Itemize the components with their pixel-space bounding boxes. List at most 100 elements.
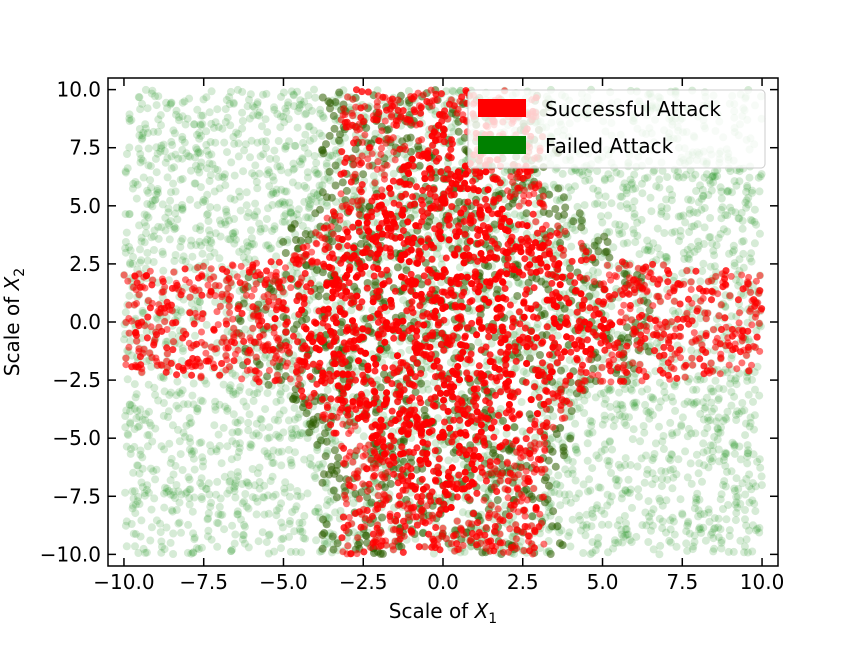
failed-attack-point — [238, 499, 247, 508]
failed-attack-point — [290, 141, 299, 150]
failed-attack-point — [220, 525, 229, 534]
failed-attack-point — [735, 277, 744, 286]
failed-attack-point — [591, 546, 600, 555]
failed-attack-point — [460, 547, 469, 556]
failed-attack-point — [594, 454, 603, 463]
failed-attack-point — [757, 170, 766, 179]
failed-attack-point — [702, 393, 711, 402]
failed-attack-point — [140, 238, 149, 247]
failed-attack-point — [631, 238, 640, 247]
failed-attack-point — [223, 406, 232, 415]
failed-attack-point — [594, 191, 603, 200]
failed-attack-point — [659, 432, 668, 440]
failed-attack-point — [663, 173, 672, 182]
failed-attack-point — [184, 520, 193, 529]
failed-attack-point — [638, 189, 647, 198]
failed-attack-point — [724, 501, 733, 509]
failed-attack-point — [276, 162, 285, 171]
failed-attack-point — [602, 247, 611, 256]
failed-attack-point — [682, 539, 691, 548]
failed-attack-point — [551, 462, 560, 471]
failed-attack-point — [600, 415, 609, 424]
failed-attack-point — [223, 113, 232, 122]
failed-attack-point — [269, 458, 278, 467]
failed-attack-point — [210, 123, 218, 132]
failed-attack-point — [326, 151, 335, 160]
failed-attack-point — [628, 435, 637, 444]
failed-attack-point — [129, 501, 137, 510]
failed-attack-point — [616, 463, 625, 472]
failed-attack-point — [603, 490, 612, 499]
failed-attack-point — [742, 535, 751, 544]
failed-attack-point — [259, 150, 268, 159]
failed-attack-point — [246, 440, 255, 449]
failed-attack-point — [596, 389, 605, 398]
failed-attack-point — [296, 96, 305, 105]
failed-attack-point — [229, 133, 238, 141]
failed-attack-point — [174, 425, 182, 434]
failed-attack-point — [188, 391, 197, 400]
failed-attack-point — [159, 140, 168, 149]
failed-attack-point — [148, 196, 157, 205]
failed-attack-point — [189, 548, 197, 557]
failed-attack-point — [272, 506, 281, 515]
failed-attack-point — [755, 187, 764, 196]
failed-attack-point — [272, 252, 281, 261]
failed-attack-point — [199, 95, 208, 104]
failed-attack-point — [587, 522, 596, 531]
failed-attack-point — [567, 167, 576, 176]
failed-attack-point — [730, 177, 739, 186]
failed-attack-point — [717, 194, 726, 203]
failed-attack-point — [187, 299, 196, 308]
failed-attack-point — [189, 379, 198, 388]
failed-attack-point — [627, 538, 636, 547]
failed-attack-point — [604, 211, 613, 220]
failed-attack-point — [573, 448, 582, 457]
failed-attack-point — [193, 165, 202, 174]
failed-attack-point — [714, 413, 723, 422]
failed-attack-point — [322, 159, 331, 168]
failed-attack-point — [300, 181, 309, 190]
failed-attack-point — [164, 208, 173, 217]
failed-attack-point — [196, 226, 205, 235]
failed-attack-point — [693, 489, 702, 498]
failed-attack-point — [674, 167, 683, 176]
failed-attack-point — [235, 247, 244, 256]
failed-attack-point — [692, 450, 701, 459]
failed-attack-point — [231, 235, 240, 244]
failed-attack-point — [153, 149, 162, 158]
failed-attack-point — [234, 448, 243, 456]
failed-attack-point — [269, 492, 277, 501]
failed-attack-point — [193, 407, 202, 416]
failed-attack-point — [680, 400, 689, 409]
failed-attack-point — [175, 116, 183, 125]
failed-attack-point — [301, 110, 310, 119]
failed-attack-point — [212, 490, 220, 499]
failed-attack-point — [683, 546, 692, 555]
failed-attack-point — [166, 217, 175, 226]
failed-attack-point — [555, 528, 564, 537]
failed-attack-point — [684, 517, 693, 526]
failed-attack-point — [312, 536, 321, 545]
failed-attack-point — [185, 152, 194, 161]
failed-attack-point — [625, 413, 633, 422]
failed-attack-point — [293, 487, 302, 495]
failed-attack-point — [582, 523, 591, 532]
failed-attack-point — [687, 243, 696, 251]
failed-attack-point — [705, 517, 714, 526]
failed-attack-point — [605, 438, 614, 446]
failed-attack-point — [630, 372, 638, 381]
failed-attack-point — [143, 186, 152, 195]
failed-attack-point — [590, 200, 599, 209]
failed-attack-point — [242, 478, 251, 487]
failed-attack-point — [191, 331, 199, 340]
failed-attack-point — [213, 203, 222, 212]
failed-attack-point — [670, 382, 679, 391]
failed-attack-point — [744, 193, 753, 202]
failed-attack-point — [722, 415, 731, 424]
failed-attack-point — [745, 422, 754, 431]
failed-attack-point — [580, 201, 589, 210]
failed-attack-point — [250, 390, 259, 398]
failed-attack-point — [566, 542, 575, 551]
failed-attack-point — [140, 210, 149, 219]
